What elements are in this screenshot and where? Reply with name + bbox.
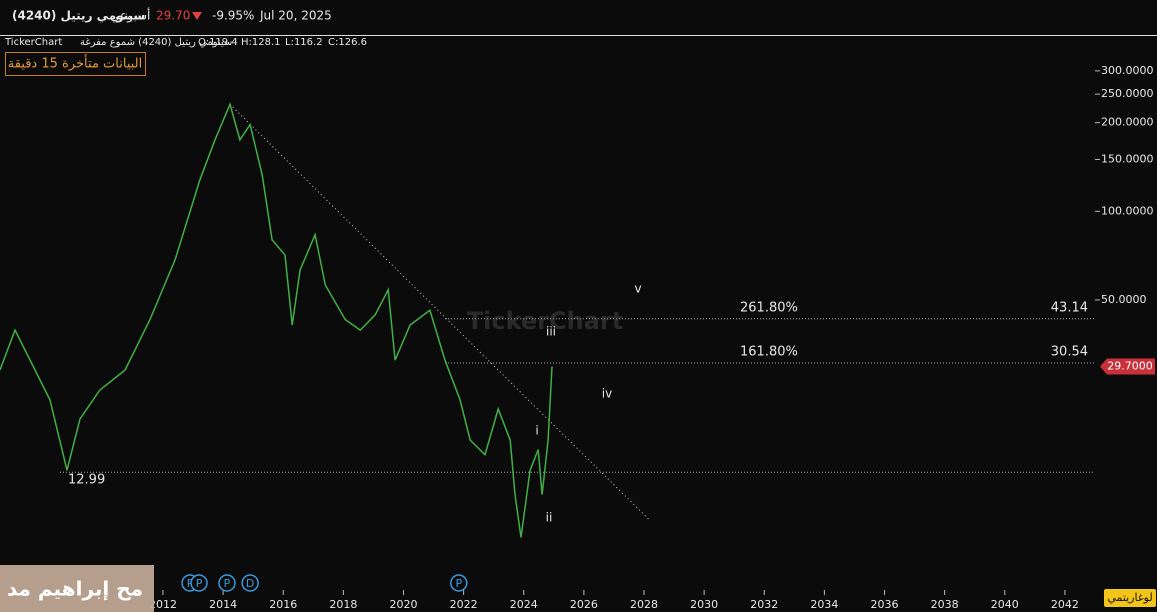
x-tick-label: 2018: [329, 598, 357, 611]
symbol: سينومي ريتيل (4240): [12, 9, 145, 24]
last-price-label: 29.7000: [1107, 360, 1153, 373]
change: -9.95%: [212, 9, 254, 23]
watermark: TickerChart: [467, 307, 623, 335]
event-label: P: [224, 577, 231, 590]
wave-label: iv: [602, 387, 612, 401]
event-label: P: [455, 577, 462, 590]
interval: أسبوعي: [110, 8, 150, 24]
x-tick-label: 2034: [810, 598, 838, 611]
x-tick-label: 2042: [1051, 598, 1079, 611]
y-tick-label: 300.0000: [1101, 64, 1154, 77]
x-tick-label: 2040: [991, 598, 1019, 611]
x-tick-label: 2028: [630, 598, 658, 611]
fib-value: 43.14: [1051, 300, 1088, 315]
x-tick-label: 2026: [570, 598, 598, 611]
price: 29.70: [156, 9, 190, 23]
x-tick-label: 2032: [750, 598, 778, 611]
event-label: P: [196, 577, 203, 590]
close: C:126.6: [328, 37, 367, 48]
overlay: [0, 565, 154, 612]
fib-value: 12.99: [68, 473, 105, 488]
last-price-badge: [1100, 358, 1155, 375]
overlay-text: مح إبراهيم مد: [7, 577, 143, 601]
high: H:128.1: [241, 37, 281, 48]
x-tick-label: 2020: [389, 598, 417, 611]
series-name: سينومي ريتيل (4240) شموع مفرغة: [80, 37, 232, 48]
y-tick-label: 150.0000: [1101, 152, 1154, 165]
event-marker: [190, 574, 208, 592]
trendline: [229, 103, 651, 521]
x-tick-label: 2016: [269, 598, 297, 611]
x-tick-label: 2030: [690, 598, 718, 611]
wave-label: v: [634, 282, 641, 296]
fib-value: 30.54: [1051, 344, 1088, 359]
log-button[interactable]: [1104, 589, 1156, 607]
y-tick-label: 50.0000: [1101, 293, 1147, 306]
fib-ratio: 261.80%: [740, 300, 798, 315]
x-tick-label: 2014: [209, 598, 237, 611]
x-tick-label: 2022: [450, 598, 478, 611]
x-tick-label: 2012: [149, 598, 177, 611]
date: Jul 20, 2025: [259, 9, 332, 23]
y-tick-label: 200.0000: [1101, 116, 1154, 129]
wave-label: i: [535, 424, 538, 438]
delay-notice: البيانات متأخرة 15 دقيقة: [8, 54, 143, 72]
open: O:119.4: [198, 37, 238, 48]
event-label: D: [246, 577, 254, 590]
event-marker: [450, 574, 468, 592]
price-line: [0, 102, 553, 538]
fib-ratio: 161.80%: [740, 344, 798, 359]
x-tick-label: 2038: [931, 598, 959, 611]
delay-box: [5, 52, 146, 76]
event-marker: [218, 574, 236, 592]
event-marker: [241, 574, 259, 592]
header-bar: [0, 0, 1157, 35]
low: L:116.2: [285, 37, 323, 48]
y-tick-label: 100.0000: [1101, 204, 1154, 217]
wave-label: iii: [546, 325, 556, 339]
event-label: P: [187, 577, 194, 590]
brand: TickerChart: [4, 37, 62, 48]
down-arrow: [192, 12, 202, 20]
wave-label: ii: [546, 511, 553, 525]
log-label[interactable]: لوغاريتمي: [1107, 591, 1152, 604]
x-tick-label: 2024: [510, 598, 538, 611]
y-tick-label: 250.0000: [1101, 87, 1154, 100]
x-tick-label: 2036: [871, 598, 899, 611]
